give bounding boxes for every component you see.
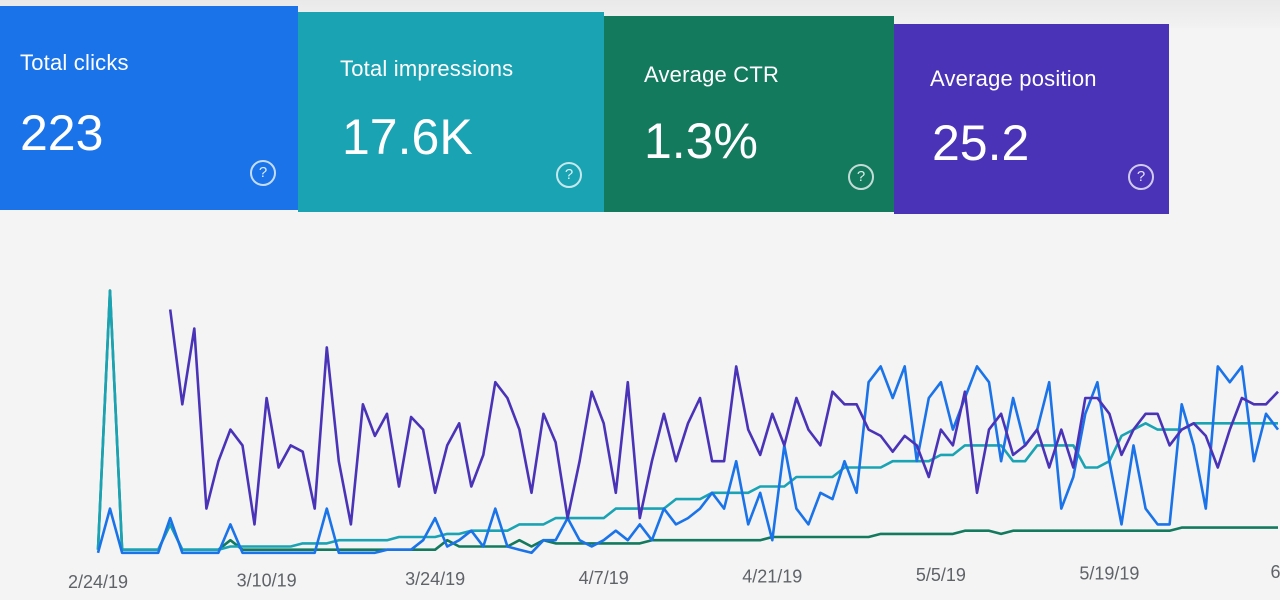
total-impressions-value: 17.6K (342, 109, 473, 165)
help-icon[interactable]: ? (250, 160, 276, 186)
help-icon[interactable]: ? (848, 164, 874, 190)
x-tick-label: 4/7/19 (579, 568, 629, 588)
average-position-value: 25.2 (932, 115, 1030, 171)
performance-chart[interactable]: 2/24/19 3/10/19 3/24/19 4/7/19 4/21/19 5/5/19… (0, 220, 1280, 600)
total-clicks-card[interactable]: Total clicks 223 ? (0, 6, 298, 210)
average-ctr-card[interactable]: Average CTR 1.3% ? (604, 16, 894, 212)
x-tick-label: 2/24/19 (68, 572, 128, 592)
total-impressions-card[interactable]: Total impressions 17.6K ? (298, 12, 604, 212)
series-line-total-impressions[interactable] (96, 289, 1278, 551)
x-tick-label: 4/21/19 (742, 566, 802, 586)
help-icon[interactable]: ? (556, 162, 582, 188)
series-line-average-ctr[interactable] (96, 289, 1278, 551)
average-ctr-label: Average CTR (644, 62, 780, 87)
x-tick-label: 3/10/19 (237, 571, 297, 591)
x-tick-label: 5/19/19 (1079, 564, 1139, 584)
x-tick-label: 3/24/19 (405, 569, 465, 589)
series-line-total-clicks[interactable] (96, 365, 1280, 555)
x-tick-label: 5/5/19 (916, 565, 966, 585)
total-impressions-label: Total impressions (340, 56, 514, 81)
average-ctr-value: 1.3% (644, 113, 758, 169)
average-position-card[interactable]: Average position 25.2 ? (894, 24, 1169, 214)
series-line-average-position[interactable] (168, 309, 1279, 526)
x-tick-label: 6/ (1270, 562, 1280, 582)
total-clicks-label: Total clicks (20, 50, 129, 75)
total-clicks-value: 223 (20, 105, 104, 161)
average-position-label: Average position (930, 66, 1097, 91)
x-axis-ticks: 2/24/19 3/10/19 3/24/19 4/7/19 4/21/19 5/5/19… (68, 562, 1280, 592)
help-icon[interactable]: ? (1128, 164, 1154, 190)
series-layer (96, 289, 1280, 555)
